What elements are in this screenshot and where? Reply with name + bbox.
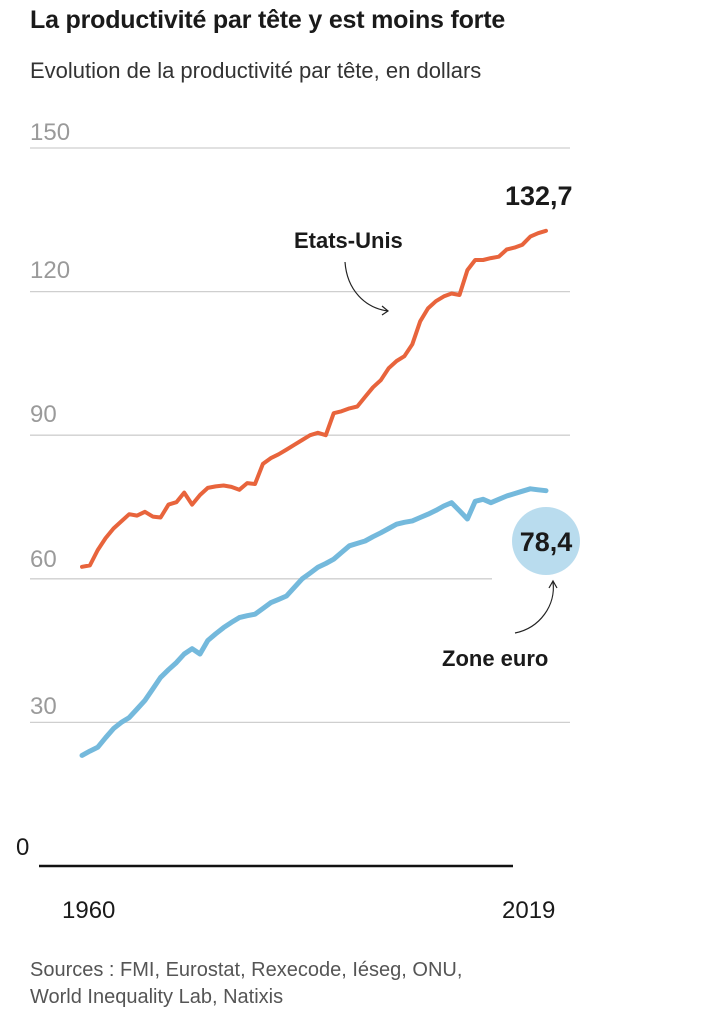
chart-title: La productivité par tête y est moins for…: [30, 6, 506, 34]
end-value-badge-zone-euro: [512, 507, 580, 575]
y-tick-labels: 150 120 90 60 30 0: [16, 119, 70, 861]
sources-line-1: Sources : FMI, Eurostat, Rexecode, Iéseg…: [30, 959, 463, 981]
y-tick-90: 90: [30, 401, 57, 428]
label-etats-unis: Etats-Unis: [294, 228, 403, 253]
x-tick-2019: 2019: [502, 897, 555, 924]
label-zone-euro: Zone euro: [442, 646, 548, 671]
series-line-zone-euro: [79, 486, 549, 758]
end-value-etats-unis: 132,7: [505, 181, 573, 211]
arrow-zone-euro-icon: [514, 581, 554, 634]
end-value-zone-euro: 78,4: [520, 527, 573, 557]
arrowhead-zone-euro-icon: [548, 579, 558, 589]
y-tick-120: 120: [30, 257, 70, 284]
sources-line-2: World Inequality Lab, Natixis: [30, 986, 284, 1008]
y-tick-60: 60: [30, 546, 57, 573]
y-tick-0: 0: [16, 834, 29, 861]
arrow-etats-unis-icon: [344, 261, 389, 312]
y-tick-150: 150: [30, 119, 70, 146]
arrowhead-etats-unis-icon: [381, 305, 390, 316]
sources-note: Sources : FMI, Eurostat, Rexecode, Iéseg…: [30, 957, 630, 1011]
chart-subtitle: Evolution de la productivité par tête, e…: [30, 58, 482, 83]
x-tick-1960: 1960: [62, 897, 115, 924]
y-tick-30: 30: [30, 693, 57, 720]
series-line-etats-unis: [80, 228, 548, 569]
